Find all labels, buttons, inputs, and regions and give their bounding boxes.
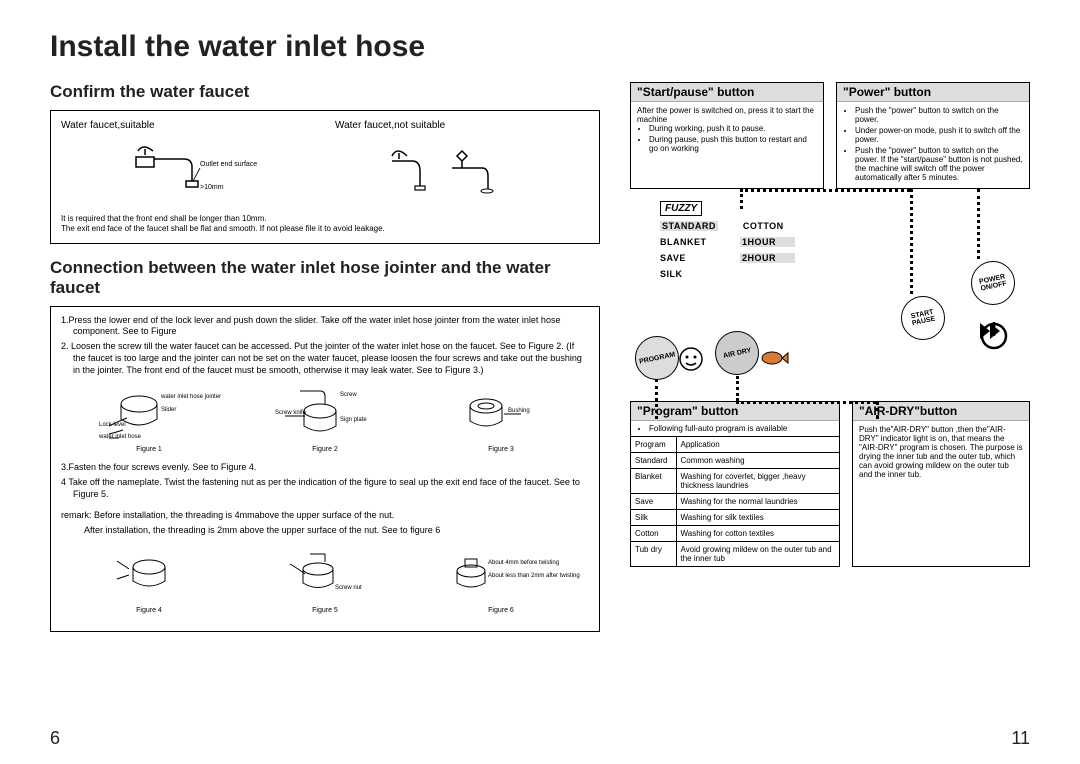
table-cell: Washing for cotton textiles (676, 526, 839, 542)
table-cell: Blanket (631, 469, 676, 494)
step-4: 4 Take off the nameplate. Twist the fast… (61, 477, 589, 500)
figure-2: Screw Screw knife Sign plate (246, 386, 404, 441)
page-number-left: 6 (50, 728, 60, 749)
svg-text:About 4mm before twisting: About 4mm before twisting (488, 560, 559, 566)
figure-1: water inlet hose jointer Slider Lock lev… (70, 386, 228, 441)
airdry-box-title: "AIR-DRY"button (853, 402, 1029, 421)
fig5-caption: Figure 5 (246, 606, 404, 615)
svg-text:About less than 2mm after twis: About less than 2mm after twisting (488, 573, 580, 579)
fig2-caption: Figure 2 (246, 445, 404, 454)
faucet-box: Water faucet,suitable Outlet end surface… (50, 110, 600, 244)
power-box: "Power" button Push the "power" button t… (836, 82, 1030, 189)
figure-5: Screw nut (246, 547, 404, 602)
table-cell: Cotton (631, 526, 676, 542)
power-button[interactable]: POWER ON/OFF (971, 261, 1015, 305)
step-2: 2. Loosen the screw till the water fauce… (61, 341, 589, 376)
table-cell: Application (676, 437, 839, 453)
startpause-box: "Start/pause" button After the power is … (630, 82, 824, 189)
table-cell: Washing for silk textiles (676, 510, 839, 526)
fish-icon (758, 346, 788, 370)
airdry-box: "AIR-DRY"button Push the"AIR-DRY" button… (852, 401, 1030, 567)
page-number-right: 11 (1011, 728, 1030, 749)
power-symbol-icon (976, 316, 1012, 352)
faucet-suitable-diagram: Outlet end surface >10mm (61, 138, 315, 198)
power-item-0: Push the "power" button to switch on the… (855, 106, 1023, 124)
faucet-note1: It is required that the front end shall … (61, 214, 589, 224)
svg-text:Lock level: Lock level (99, 422, 126, 428)
table-cell: Washing for coverlet, bigger ,heavy thic… (676, 469, 839, 494)
fig3-caption: Figure 3 (422, 445, 580, 454)
program-box-title: "Program" button (631, 402, 839, 421)
confirm-faucet-title: Confirm the water faucet (50, 82, 600, 102)
right-column: "Start/pause" button After the power is … (630, 82, 1030, 646)
fig6-caption: Figure 6 (422, 606, 580, 615)
fig1-caption: Figure 1 (70, 445, 228, 454)
airdry-button[interactable]: AIR DRY (715, 331, 759, 375)
step-1: 1.Press the lower end of the lock lever … (61, 315, 589, 338)
svg-text:Sign plate: Sign plate (340, 417, 367, 423)
program-table: ProgramApplicationStandardCommon washing… (631, 436, 839, 566)
faucet-notsuitable-diagram (335, 138, 589, 198)
power-item-1: Under power-on mode, push it to switch o… (855, 126, 1023, 144)
program-labels: STANDARDCOTTON BLANKET1HOUR SAVE2HOUR SI… (660, 221, 798, 285)
svg-text:Slider: Slider (161, 407, 176, 413)
table-cell: Common washing (676, 453, 839, 469)
figure-6: About 4mm before twisting About less than… (422, 547, 580, 602)
svg-text:water inlet hose jointer: water inlet hose jointer (160, 394, 221, 400)
faucet-notsuitable-label: Water faucet,not suitable (335, 119, 589, 132)
remark-2: After installation, the threading is 2mm… (61, 525, 589, 537)
step-3: 3.Fasten the four screws evenly. See to … (61, 462, 589, 474)
table-cell: Standard (631, 453, 676, 469)
program-table-box: "Program" button Following full-auto pro… (630, 401, 840, 567)
left-column: Confirm the water faucet Water faucet,su… (50, 82, 600, 646)
connection-box: 1.Press the lower end of the lock lever … (50, 306, 600, 632)
face-icon (678, 346, 704, 372)
figure-4 (70, 547, 228, 602)
svg-text:water inlet hose: water inlet hose (98, 434, 142, 440)
power-title: "Power" button (837, 83, 1029, 102)
connection-title: Connection between the water inlet hose … (50, 258, 600, 298)
svg-text:Screw: Screw (340, 392, 357, 398)
table-cell: Washing for the normal laundries (676, 494, 839, 510)
faucet-note2: The exit end face of the faucet shall be… (61, 224, 589, 234)
remark-1: remark: Before installation, the threadi… (61, 510, 589, 522)
table-cell: Avoid growing mildew on the outer tub an… (676, 542, 839, 567)
startpause-title: "Start/pause" button (631, 83, 823, 102)
page-title: Install the water inlet hose (50, 30, 1030, 64)
table-cell: Program (631, 437, 676, 453)
svg-text:Screw knife: Screw knife (275, 410, 307, 416)
svg-text:Bushing: Bushing (508, 408, 530, 414)
startpause-item-1: During working, push it to pause. (649, 124, 817, 133)
table-cell: Silk (631, 510, 676, 526)
airdry-text: Push the"AIR-DRY" button ,then the"AIR-D… (853, 421, 1029, 483)
faucet-suitable-label: Water faucet,suitable (61, 119, 315, 132)
startpause-item-0: After the power is switched on, press it… (637, 106, 817, 124)
program-button[interactable]: PROGRAM (635, 336, 679, 380)
figure-3: Bushing (422, 386, 580, 441)
fuzzy-logo: FUZZY (660, 201, 702, 216)
table-cell: Save (631, 494, 676, 510)
power-item-2: Push the "power" button to switch on the… (855, 146, 1023, 182)
svg-text:>10mm: >10mm (200, 184, 224, 191)
start-pause-button[interactable]: START PAUSE (901, 296, 945, 340)
svg-text:Screw nut: Screw nut (335, 585, 362, 591)
fig4-caption: Figure 4 (70, 606, 228, 615)
control-panel-diagram: FUZZY STANDARDCOTTON BLANKET1HOUR SAVE2H… (630, 201, 1030, 401)
startpause-item-2: During pause, push this button to restar… (649, 135, 817, 153)
svg-text:Outlet end surface: Outlet end surface (200, 161, 257, 168)
program-note: Following full-auto program is available (649, 424, 833, 433)
table-cell: Tub dry (631, 542, 676, 567)
